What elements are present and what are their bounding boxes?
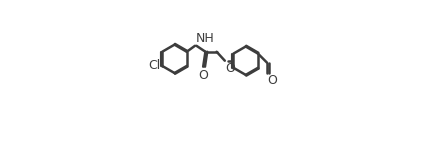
- Text: O: O: [198, 69, 208, 82]
- Text: NH: NH: [196, 32, 214, 45]
- Text: O: O: [268, 74, 278, 87]
- Text: O: O: [226, 62, 235, 75]
- Text: Cl: Cl: [148, 59, 161, 72]
